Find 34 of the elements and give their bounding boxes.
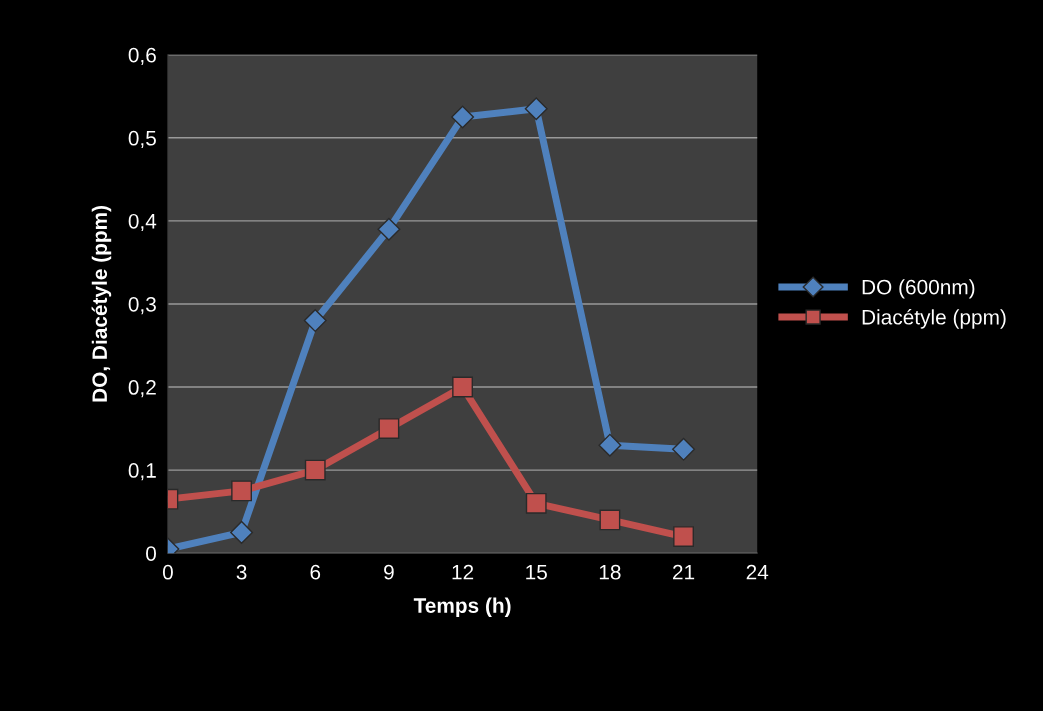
x-tick-label: 0	[162, 564, 173, 580]
x-tick-label: 15	[526, 565, 547, 580]
x-tick-label: 6	[310, 564, 321, 580]
x-tick-label: 3	[236, 564, 247, 580]
point	[525, 492, 547, 514]
point	[231, 480, 253, 502]
point	[377, 217, 401, 241]
x-tick-label: 21	[673, 564, 695, 580]
y-tick-label: 0,1	[128, 463, 156, 481]
y-tick-label: 0	[146, 546, 156, 561]
point	[378, 418, 400, 439]
x-tick-label: 9	[384, 564, 394, 580]
point	[451, 105, 475, 129]
x-tick-label: 12	[452, 564, 474, 580]
y-tick-label: 0,6	[128, 47, 156, 65]
point	[599, 509, 621, 531]
y-tick-label: 0,4	[128, 213, 157, 232]
y-tick-label: 0,2	[128, 380, 156, 398]
x-axis-title: Temps (h)	[413, 597, 511, 617]
point	[304, 459, 326, 481]
x-tick-label: 18	[599, 564, 621, 580]
point	[598, 433, 622, 457]
y-axis-title: DO, Diacétyle (ppm)	[91, 206, 112, 402]
point	[303, 309, 327, 333]
point	[524, 97, 548, 121]
legend-label: Diacétyle (ppm)	[862, 309, 1006, 329]
point	[673, 526, 694, 547]
point	[672, 437, 696, 461]
point	[452, 376, 473, 398]
point	[230, 520, 254, 544]
y-tick-label: 0,5	[128, 130, 156, 149]
y-tick-label: 0,3	[128, 296, 156, 315]
legend-label: DO (600nm)	[862, 279, 975, 299]
x-tick-label: 24	[746, 564, 769, 580]
